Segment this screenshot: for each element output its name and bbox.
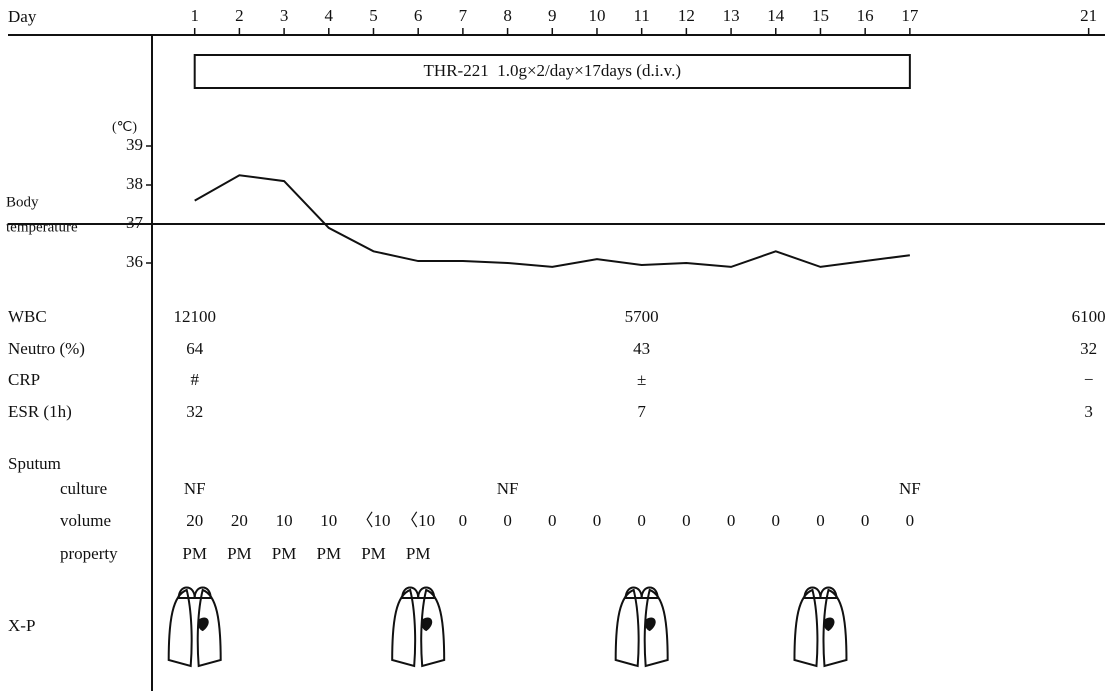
x-tick-label: 11 — [633, 6, 649, 25]
lab-value: ± — [637, 370, 646, 389]
x-tick-label: 16 — [857, 6, 874, 25]
sputum-row-label: culture — [60, 479, 107, 498]
lab-value: # — [190, 370, 199, 389]
sputum-value: 0 — [593, 511, 602, 530]
x-tick-label: 12 — [678, 6, 695, 25]
lesion — [646, 619, 655, 630]
lab-value: 7 — [637, 402, 646, 421]
x-tick-label: 3 — [280, 6, 289, 25]
lab-value: 5700 — [625, 307, 659, 326]
x-tick-label: 4 — [325, 6, 334, 25]
sputum-label: Sputum — [8, 454, 61, 473]
sputum-value: PM — [182, 544, 207, 563]
sputum-value: 0 — [861, 511, 870, 530]
sputum-value: 0 — [459, 511, 468, 530]
x-tick-label: 6 — [414, 6, 423, 25]
x-tick-label: 14 — [767, 6, 785, 25]
lung-left — [169, 590, 192, 666]
lab-label: CRP — [8, 370, 40, 389]
x-tick-label: 10 — [588, 6, 605, 25]
sputum-value: 0 — [727, 511, 736, 530]
sputum-value: PM — [227, 544, 252, 563]
xray-sketch — [392, 588, 444, 667]
y-tick-label: 39 — [126, 135, 143, 154]
treatment-text: THR-221 1.0g×2/day×17days (d.i.v.) — [424, 61, 681, 80]
x-tick-label: 1 — [190, 6, 199, 25]
lab-value: 3 — [1084, 402, 1093, 421]
sputum-value: 〈10 — [401, 511, 435, 530]
sputum-value: 20 — [231, 511, 248, 530]
x-tick-label: 17 — [901, 6, 919, 25]
lung-left — [794, 590, 817, 666]
x-tick-label: 13 — [723, 6, 740, 25]
sputum-value: 0 — [906, 511, 915, 530]
temperature-line — [195, 175, 910, 267]
y-tick-label: 36 — [126, 252, 143, 271]
y-tick-label: 37 — [126, 213, 144, 232]
sputum-value: 20 — [186, 511, 203, 530]
lab-value: 64 — [186, 339, 204, 358]
sputum-value: NF — [899, 479, 921, 498]
lab-label: Neutro (%) — [8, 339, 85, 358]
xray-sketch — [794, 588, 846, 667]
lung-left — [392, 590, 415, 666]
clinical-course-chart: Day (℃) Body temperature Sputum X-P 1234… — [0, 0, 1117, 691]
lung-left — [616, 590, 639, 666]
sputum-value: 0 — [637, 511, 646, 530]
sputum-row-label: property — [60, 544, 118, 563]
x-tick-label: 15 — [812, 6, 829, 25]
lesion — [199, 619, 208, 630]
lesion — [423, 619, 432, 630]
sputum-value: NF — [184, 479, 206, 498]
xp-label: X-P — [8, 616, 35, 635]
sputum-value: PM — [361, 544, 386, 563]
lab-value: 32 — [1080, 339, 1097, 358]
sputum-value: PM — [406, 544, 431, 563]
xray-sketch — [616, 588, 668, 667]
sputum-value: PM — [272, 544, 297, 563]
lab-value: 43 — [633, 339, 650, 358]
sputum-value: 0 — [772, 511, 781, 530]
y-label: Body — [6, 194, 39, 210]
lab-value: 6100 — [1072, 307, 1106, 326]
sputum-value: 0 — [816, 511, 825, 530]
xray-sketch — [169, 588, 221, 667]
lab-label: WBC — [8, 307, 47, 326]
y-unit: (℃) — [112, 120, 137, 135]
sputum-value: 0 — [503, 511, 512, 530]
sputum-value: 10 — [276, 511, 293, 530]
lab-value: − — [1084, 370, 1094, 389]
x-axis-label: Day — [8, 7, 37, 26]
lab-label: ESR (1h) — [8, 402, 72, 421]
x-tick-label: 21 — [1080, 6, 1097, 25]
sputum-value: 0 — [548, 511, 557, 530]
sputum-value: 〈10 — [356, 511, 390, 530]
sputum-row-label: volume — [60, 511, 111, 530]
x-tick-label: 5 — [369, 6, 378, 25]
lab-value: 12100 — [173, 307, 216, 326]
x-tick-label: 8 — [503, 6, 512, 25]
sputum-value: 0 — [682, 511, 691, 530]
y-tick-label: 38 — [126, 174, 143, 193]
lesion — [825, 619, 834, 630]
x-tick-label: 7 — [459, 6, 468, 25]
x-tick-label: 2 — [235, 6, 244, 25]
x-tick-label: 9 — [548, 6, 557, 25]
sputum-value: 10 — [320, 511, 337, 530]
sputum-value: NF — [497, 479, 519, 498]
y-label: temperature — [6, 219, 78, 235]
lab-value: 32 — [186, 402, 203, 421]
sputum-value: PM — [317, 544, 342, 563]
